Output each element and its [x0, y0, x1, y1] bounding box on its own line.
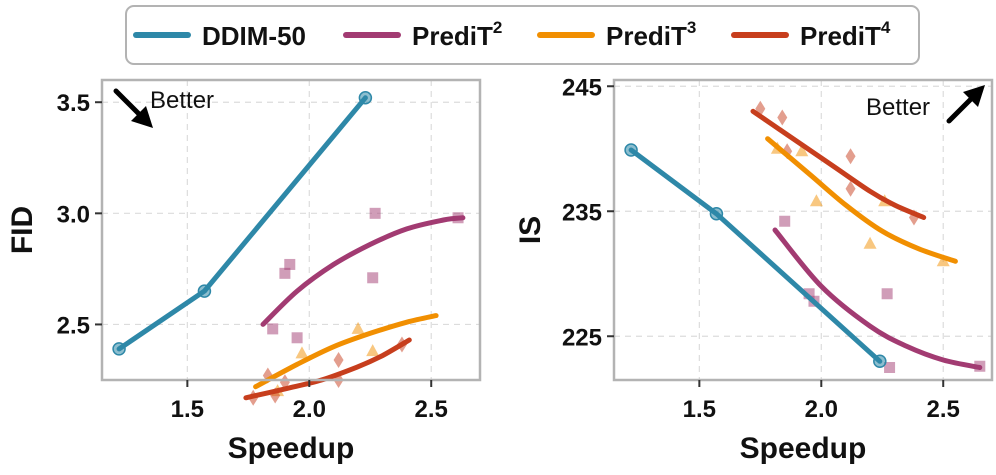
legend-label-predit2: PrediT2 — [412, 18, 502, 51]
is-plot-frame — [612, 78, 994, 382]
is-ddim-50-point — [624, 143, 638, 157]
fid-better-text: Better — [150, 87, 214, 114]
is-y-tick-label: 225 — [562, 324, 602, 351]
fid-x-axis-label: Speedup — [228, 432, 355, 465]
is-grid — [614, 80, 992, 380]
fid-x-tick-label: 2.5 — [415, 396, 448, 423]
fid-ddim-50-point — [197, 284, 212, 298]
fid-predit3-fit-line — [253, 313, 439, 390]
fid-ticks: 1.5 2.0 2.5 2.5 3.0 3.5 — [57, 90, 448, 423]
is-better-annotation: Better — [866, 85, 985, 124]
fid-y-tick-label: 2.5 — [57, 312, 90, 339]
fid-predit2-samples-point — [367, 272, 379, 284]
is-ddim-50-line — [628, 147, 883, 364]
fid-predit2-samples-point — [284, 258, 296, 270]
is-better-text: Better — [866, 94, 930, 121]
fid-y-tick-label: 3.0 — [57, 201, 90, 228]
is-chart: 1.5 2.0 2.5 225 235 245 IS Speedup Better — [514, 74, 994, 465]
fid-y-axis-label: FID — [6, 206, 39, 254]
fid-predit2-samples-point — [267, 323, 279, 335]
better-arrow-down-right-icon — [113, 88, 153, 128]
fid-ddim-50-line — [116, 95, 368, 352]
is-predit2-fit-line — [772, 227, 983, 370]
better-arrow-up-right-icon — [946, 85, 985, 124]
is-predit3-fit-line — [765, 136, 958, 264]
is-ddim-50-point — [873, 354, 887, 368]
is-y-tick-label: 235 — [562, 199, 602, 226]
legend-label-ddim-50: DDIM-50 — [202, 21, 306, 51]
is-predit4-samples-point — [845, 180, 856, 197]
legend-item-predit2: PrediT2 — [343, 18, 502, 51]
fid-predit2-samples-point — [291, 332, 303, 344]
is-x-axis-label: Speedup — [740, 432, 867, 465]
fid-predit2-samples-point — [369, 207, 381, 219]
fid-grid — [102, 80, 480, 380]
is-x-tick-label: 2.5 — [927, 396, 960, 423]
is-predit2-samples-point — [803, 288, 815, 300]
fid-better-annotation: Better — [113, 87, 214, 128]
fid-y-tick-label: 3.5 — [57, 90, 90, 117]
is-y-tick-label: 245 — [562, 74, 602, 101]
is-predit4-samples-point — [777, 109, 788, 126]
is-series — [624, 100, 986, 373]
fid-chart: 1.5 2.0 2.5 2.5 3.0 3.5 FID Speedup Better — [6, 78, 482, 465]
is-predit2-samples-point — [881, 288, 893, 300]
is-ticks: 1.5 2.0 2.5 225 235 245 — [562, 74, 960, 423]
is-predit3-samples-point — [795, 144, 809, 157]
fid-predit2-samples-point — [279, 267, 291, 279]
is-ddim-50-point — [709, 207, 724, 221]
legend-label-predit3: PrediT3 — [606, 18, 696, 51]
fid-predit4-samples-point — [333, 352, 344, 368]
fid-ddim-50-point — [112, 342, 126, 356]
is-y-axis-label: IS — [514, 216, 547, 244]
is-predit3-samples-point — [936, 254, 950, 267]
is-x-tick-label: 1.5 — [683, 396, 716, 423]
is-predit3-samples-point — [863, 236, 877, 249]
is-predit3-samples-point — [809, 194, 823, 207]
is-x-tick-label: 2.0 — [805, 396, 838, 423]
is-predit2-samples-point — [779, 215, 791, 227]
legend-item-predit4: PrediT4 — [731, 18, 891, 51]
legend: DDIM-50 PrediT2 PrediT3 PrediT4 — [125, 5, 920, 65]
fid-x-tick-label: 2.0 — [293, 396, 326, 423]
fid-predit4-fit-line — [243, 337, 412, 401]
fid-series — [112, 91, 466, 406]
is-predit4-samples-point — [845, 148, 856, 165]
fid-predit3-samples-point — [295, 346, 309, 359]
legend-frame — [125, 5, 920, 65]
legend-item-ddim-50: DDIM-50 — [133, 21, 306, 51]
fid-x-tick-label: 1.5 — [171, 396, 204, 423]
fid-predit2-fit-line — [260, 215, 466, 327]
is-predit2-samples-point — [884, 362, 896, 373]
fid-ddim-50-point — [358, 91, 373, 105]
legend-label-predit4: PrediT4 — [800, 18, 891, 51]
fid-plot-frame — [100, 78, 482, 382]
fid-predit3-samples-point — [366, 344, 380, 357]
is-predit4-fit-line — [750, 108, 927, 220]
legend-item-predit3: PrediT3 — [537, 18, 696, 51]
fid-predit3-samples-point — [351, 321, 365, 334]
